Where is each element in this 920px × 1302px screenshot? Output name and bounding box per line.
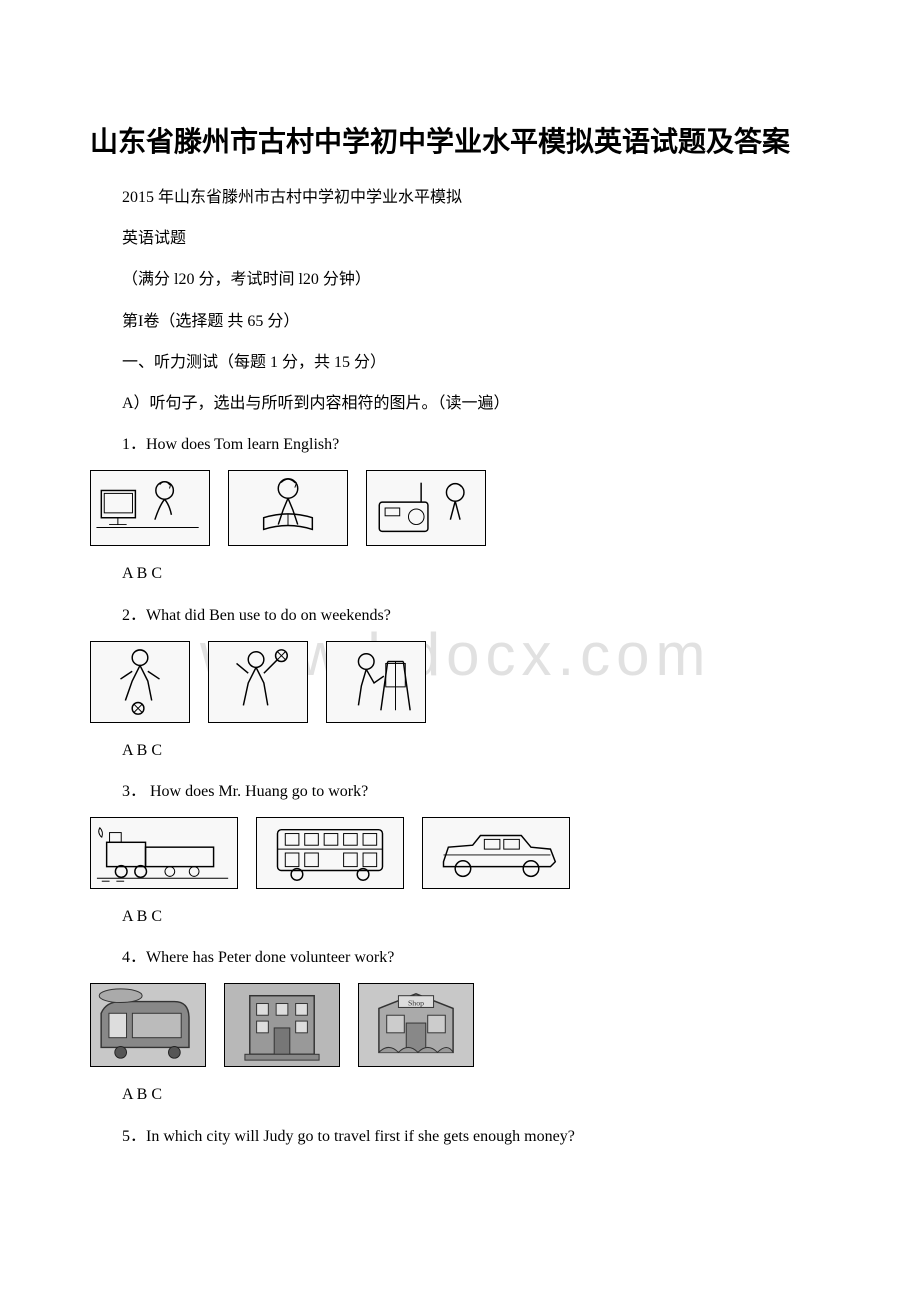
q3-option-a-image bbox=[90, 817, 238, 889]
image-row-2 bbox=[90, 641, 830, 723]
q1-options-label: A B C bbox=[90, 556, 830, 591]
q1-option-c-image bbox=[366, 470, 486, 546]
image-row-3 bbox=[90, 817, 830, 889]
q3-options-label: A B C bbox=[90, 899, 830, 934]
svg-text:Shop: Shop bbox=[408, 999, 424, 1008]
question-5: 5．In which city will Judy go to travel f… bbox=[90, 1119, 830, 1154]
subtitle-line-1: 2015 年山东省滕州市古村中学初中学业水平模拟 bbox=[90, 180, 830, 215]
q2-options-label: A B C bbox=[90, 733, 830, 768]
q3-option-c-image bbox=[422, 817, 570, 889]
subtitle-line-2: 英语试题 bbox=[90, 221, 830, 256]
q4-option-a-image bbox=[90, 983, 206, 1067]
q2-option-b-image bbox=[208, 641, 308, 723]
document-title: 山东省滕州市古村中学初中学业水平模拟英语试题及答案 bbox=[90, 120, 830, 160]
section-1-line: 第I卷（选择题 共 65 分） bbox=[90, 304, 830, 339]
image-row-1 bbox=[90, 470, 830, 546]
q1-option-b-image bbox=[228, 470, 348, 546]
document-content: 山东省滕州市古村中学初中学业水平模拟英语试题及答案 2015 年山东省滕州市古村… bbox=[90, 120, 830, 1154]
q4-option-b-image bbox=[224, 983, 340, 1067]
question-1: 1．How does Tom learn English? bbox=[90, 427, 830, 462]
q2-option-a-image bbox=[90, 641, 190, 723]
listening-heading: 一、听力测试（每题 1 分，共 15 分） bbox=[90, 345, 830, 380]
part-a-instruction: A）听句子，选出与所听到内容相符的图片。（读一遍） bbox=[90, 386, 830, 421]
question-2: 2．What did Ben use to do on weekends? bbox=[90, 598, 830, 633]
q2-option-c-image bbox=[326, 641, 426, 723]
q4-options-label: A B C bbox=[90, 1077, 830, 1112]
image-row-4: Shop bbox=[90, 983, 830, 1067]
q4-option-c-image: Shop bbox=[358, 983, 474, 1067]
score-time-line: （满分 l20 分，考试时间 l20 分钟） bbox=[90, 262, 830, 297]
q1-option-a-image bbox=[90, 470, 210, 546]
q3-option-b-image bbox=[256, 817, 404, 889]
question-4: 4．Where has Peter done volunteer work? bbox=[90, 940, 830, 975]
question-3: 3． How does Mr. Huang go to work? bbox=[90, 774, 830, 809]
